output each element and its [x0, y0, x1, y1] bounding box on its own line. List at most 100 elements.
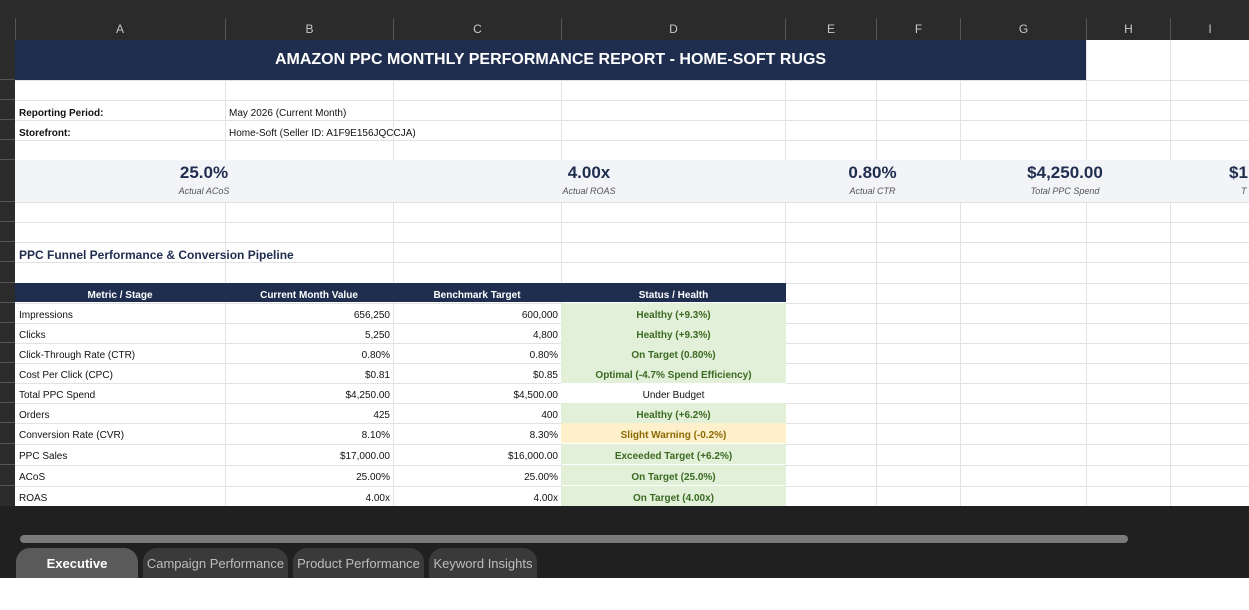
benchmark-cell[interactable]: $0.85 [532, 370, 558, 381]
row-header[interactable] [0, 201, 15, 202]
status-cell[interactable]: Under Budget [642, 390, 705, 401]
current-value-cell[interactable]: 5,250 [364, 330, 390, 341]
sheet-tab-campaign-performance[interactable]: Campaign Performance [143, 548, 288, 578]
metric-cell[interactable]: PPC Sales [19, 451, 68, 462]
metric-cell[interactable]: Click-Through Rate (CTR) [19, 350, 136, 361]
metric-cell[interactable]: Conversion Rate (CVR) [19, 430, 125, 441]
current-value-cell[interactable]: 8.10% [361, 430, 390, 441]
column-header-a[interactable]: A [15, 18, 226, 40]
metric-cell[interactable]: Impressions [19, 310, 73, 321]
column-header-c[interactable]: C [394, 18, 562, 40]
row-header[interactable] [0, 342, 15, 343]
kpi-partial-value[interactable]: $1 [1229, 163, 1248, 182]
current-value-cell[interactable]: 656,250 [353, 310, 390, 321]
header-current-month-value[interactable]: Current Month Value [260, 290, 358, 301]
row-header[interactable] [0, 422, 15, 423]
row-header[interactable] [0, 261, 15, 262]
row-header[interactable] [0, 302, 15, 303]
column-header-b[interactable]: B [226, 18, 394, 40]
sheet-tab-keyword-insights[interactable]: Keyword Insights [429, 548, 537, 578]
status-cell[interactable]: Healthy (+9.3%) [636, 330, 711, 341]
current-value-cell[interactable]: 4.00x [365, 493, 390, 504]
status-cell-background [561, 343, 786, 363]
kpi-acos-value[interactable]: 25.0% [179, 163, 229, 182]
status-cell[interactable]: On Target (4.00x) [633, 493, 714, 504]
current-value-cell[interactable]: $0.81 [364, 370, 390, 381]
table-row: ACoS 25.00% 25.00% On Target (25.0%) [15, 465, 786, 485]
current-value-cell[interactable]: 0.80% [361, 350, 390, 361]
metric-cell[interactable]: ACoS [19, 472, 46, 483]
benchmark-cell[interactable]: 4,800 [532, 330, 558, 341]
benchmark-cell[interactable]: 400 [541, 410, 558, 421]
benchmark-cell[interactable]: $4,500.00 [513, 390, 559, 401]
reporting-period-label[interactable]: Reporting Period: [19, 108, 104, 119]
spreadsheet-grid[interactable]: AMAZON PPC MONTHLY PERFORMANCE REPORT - … [15, 40, 1249, 506]
metric-cell[interactable]: Clicks [19, 330, 46, 341]
current-value-cell[interactable]: 25.00% [356, 472, 390, 483]
gridline [15, 100, 1249, 101]
table-row: Clicks 5,250 4,800 Healthy (+9.3%) [15, 323, 786, 343]
header-metric-stage[interactable]: Metric / Stage [87, 290, 153, 301]
row-header[interactable] [0, 485, 15, 486]
status-cell[interactable]: Slight Warning (-0.2%) [620, 430, 727, 441]
row-header[interactable] [0, 99, 15, 100]
sheet-tab-product-performance[interactable]: Product Performance [293, 548, 424, 578]
storefront-label[interactable]: Storefront: [19, 128, 71, 139]
benchmark-cell[interactable]: 600,000 [521, 310, 558, 321]
column-header-g[interactable]: G [961, 18, 1087, 40]
status-cell[interactable]: Healthy (+6.2%) [636, 410, 711, 421]
row-header[interactable] [0, 382, 15, 383]
status-cell[interactable]: Exceeded Target (+6.2%) [614, 451, 733, 462]
column-header-i[interactable]: I [1208, 22, 1212, 36]
row-header[interactable] [0, 221, 15, 222]
header-status-health[interactable]: Status / Health [638, 290, 709, 301]
row-header[interactable] [0, 362, 15, 363]
column-header-f[interactable]: F [877, 18, 961, 40]
horizontal-scrollbar[interactable] [20, 535, 1128, 543]
status-cell-background [561, 486, 786, 506]
row-header[interactable] [0, 119, 15, 120]
column-header-h[interactable]: H [1087, 18, 1171, 40]
benchmark-cell[interactable]: 0.80% [529, 350, 558, 361]
reporting-period-value[interactable]: May 2026 (Current Month) [229, 108, 347, 119]
header-benchmark-target[interactable]: Benchmark Target [433, 290, 521, 301]
status-cell-background [561, 363, 786, 383]
kpi-band: 25.0% Actual ACoS 4.00x Actual ROAS 0.80… [15, 160, 1249, 202]
benchmark-cell[interactable]: 25.00% [524, 472, 558, 483]
row-header[interactable] [0, 464, 15, 465]
current-value-cell[interactable]: 425 [373, 410, 390, 421]
current-value-cell[interactable]: $17,000.00 [339, 451, 390, 462]
benchmark-cell[interactable]: 8.30% [529, 430, 558, 441]
gridline [15, 262, 1249, 263]
select-all-corner[interactable] [0, 18, 16, 40]
metric-cell[interactable]: ROAS [19, 493, 48, 504]
kpi-roas-value[interactable]: 4.00x [567, 163, 611, 182]
row-header[interactable] [0, 402, 15, 403]
report-title[interactable]: AMAZON PPC MONTHLY PERFORMANCE REPORT - … [15, 40, 1086, 80]
sheet-tab-executive-summary[interactable]: Executive Summary [16, 548, 138, 602]
storefront-value[interactable]: Home-Soft (Seller ID: A1F9E156JQCCJA) [229, 128, 416, 139]
row-header[interactable] [0, 241, 15, 242]
row-header[interactable] [0, 322, 15, 323]
column-header-e[interactable]: E [786, 18, 877, 40]
row-header[interactable] [0, 79, 15, 80]
column-header-d[interactable]: D [562, 18, 786, 40]
current-value-cell[interactable]: $4,250.00 [345, 390, 391, 401]
status-cell[interactable]: On Target (25.0%) [631, 472, 716, 483]
row-header[interactable] [0, 159, 15, 160]
status-cell[interactable]: Healthy (+9.3%) [636, 310, 711, 321]
kpi-spend-value[interactable]: $4,250.00 [1027, 163, 1103, 182]
funnel-section-title[interactable]: PPC Funnel Performance & Conversion Pipe… [19, 248, 294, 262]
kpi-ctr-value[interactable]: 0.80% [848, 163, 897, 182]
metric-cell[interactable]: Total PPC Spend [19, 390, 96, 401]
benchmark-cell[interactable]: 4.00x [533, 493, 558, 504]
metric-cell[interactable]: Orders [19, 410, 50, 421]
row-header-gutter[interactable] [0, 40, 15, 506]
row-header[interactable] [0, 139, 15, 140]
benchmark-cell[interactable]: $16,000.00 [507, 451, 558, 462]
status-cell[interactable]: On Target (0.80%) [631, 350, 716, 361]
row-header[interactable] [0, 282, 15, 283]
metric-cell[interactable]: Cost Per Click (CPC) [19, 370, 113, 381]
row-header[interactable] [0, 443, 15, 444]
status-cell[interactable]: Optimal (-4.7% Spend Efficiency) [595, 370, 752, 381]
